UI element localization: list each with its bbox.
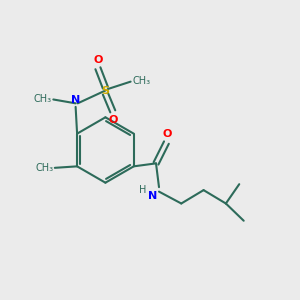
Text: O: O [163,129,172,139]
Text: H: H [139,185,146,195]
Text: S: S [101,85,109,96]
Text: CH₃: CH₃ [132,76,150,86]
Text: CH₃: CH₃ [35,163,53,173]
Text: N: N [71,95,80,105]
Text: O: O [93,55,103,65]
Text: CH₃: CH₃ [34,94,52,103]
Text: N: N [148,191,158,201]
Text: O: O [108,115,118,125]
